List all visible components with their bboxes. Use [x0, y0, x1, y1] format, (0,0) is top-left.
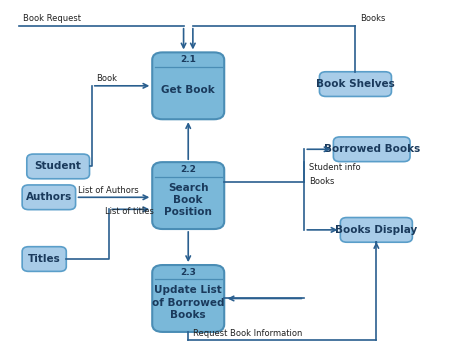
FancyBboxPatch shape	[152, 162, 224, 229]
Text: Book: Book	[97, 74, 118, 83]
Text: Borrowed Books: Borrowed Books	[324, 144, 420, 154]
FancyBboxPatch shape	[27, 154, 90, 179]
Text: 2.3: 2.3	[180, 268, 196, 277]
Text: Book Request: Book Request	[23, 14, 82, 23]
Text: Authors: Authors	[26, 192, 72, 202]
Text: Student: Student	[35, 161, 82, 171]
Text: Search
Book
Position: Search Book Position	[164, 182, 212, 217]
Text: Books: Books	[360, 14, 385, 23]
Text: List of Authors: List of Authors	[78, 186, 139, 195]
FancyBboxPatch shape	[319, 72, 392, 97]
Text: Student info: Student info	[309, 162, 361, 172]
Text: Update List
of Borrowed
Books: Update List of Borrowed Books	[152, 285, 225, 320]
Text: Request Book Information: Request Book Information	[193, 329, 302, 338]
Text: Books: Books	[309, 177, 334, 186]
Text: 2.1: 2.1	[180, 55, 196, 64]
FancyBboxPatch shape	[152, 52, 224, 119]
FancyBboxPatch shape	[333, 137, 410, 162]
Text: Book Shelves: Book Shelves	[316, 79, 395, 89]
FancyBboxPatch shape	[340, 218, 412, 242]
Text: Get Book: Get Book	[161, 85, 215, 95]
Text: Books Display: Books Display	[335, 225, 418, 235]
FancyBboxPatch shape	[22, 185, 75, 210]
FancyBboxPatch shape	[152, 265, 224, 332]
Text: List of titles: List of titles	[105, 207, 154, 216]
Text: 2.2: 2.2	[180, 165, 196, 174]
FancyBboxPatch shape	[22, 247, 66, 271]
Text: Titles: Titles	[28, 254, 61, 264]
